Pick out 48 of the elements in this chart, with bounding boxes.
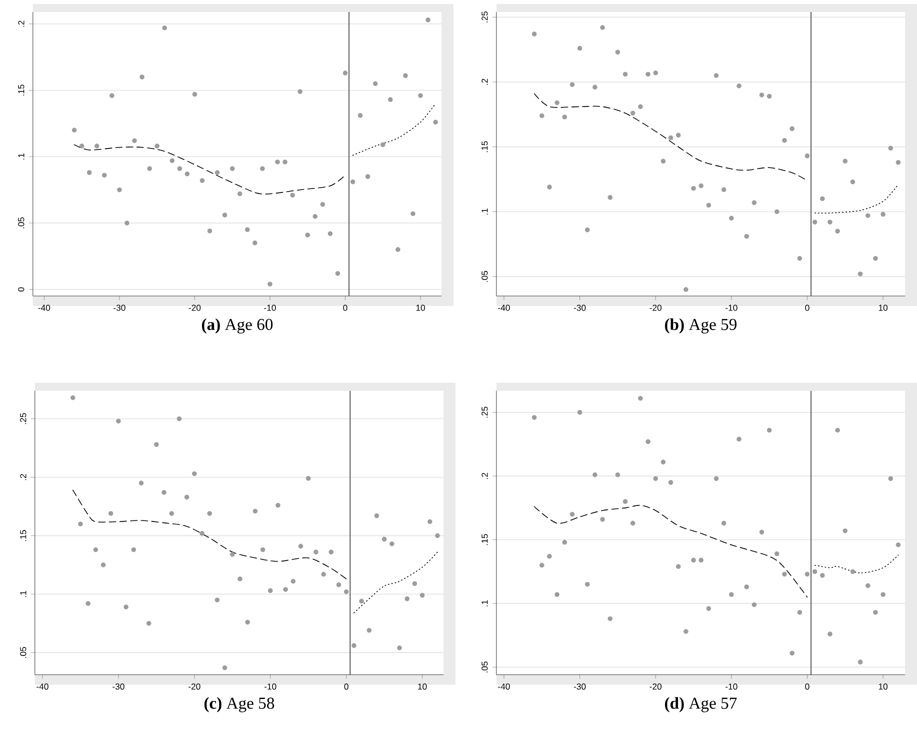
y-tick-label: .2 <box>18 20 24 27</box>
y-tick-label: .05 <box>482 271 488 282</box>
y-tick-label: .05 <box>482 662 488 673</box>
x-tick-label: 10 <box>878 304 888 312</box>
text: (b) Age 59 <box>664 318 736 334</box>
x-tick-label: -10 <box>264 304 276 312</box>
x-tick-label: -40 <box>498 684 510 690</box>
x-tick-label: 0 <box>343 304 348 312</box>
y-tick-label: .15 <box>18 84 24 96</box>
x-tick-label: -10 <box>264 684 276 690</box>
x-tick-label: 0 <box>344 684 348 690</box>
x-tick-label: 0 <box>805 304 810 312</box>
y-tick-label: .15 <box>482 534 488 546</box>
y-tick-label: .25 <box>20 413 26 424</box>
x-tick-label: -30 <box>574 304 586 312</box>
x-tick-label: -40 <box>36 684 48 690</box>
x-tick-label: -30 <box>114 304 126 312</box>
x-tick-label: -20 <box>188 684 200 690</box>
text: (a) Age 60 <box>202 318 273 334</box>
text: (c) Age 58 <box>204 697 274 712</box>
x-tick-label: -30 <box>112 684 124 690</box>
y-tick-label: .2 <box>482 473 488 480</box>
x-tick-label: -10 <box>726 304 738 312</box>
y-tick-label: .2 <box>482 79 488 86</box>
x-tick-label: -40 <box>498 304 510 312</box>
x-tick-label: -40 <box>38 304 50 312</box>
x-tick-label: -20 <box>188 304 201 312</box>
y-tick-label: .15 <box>482 141 488 152</box>
y-tick-label: .05 <box>18 218 24 228</box>
x-tick-label: -20 <box>650 684 662 690</box>
y-tick-label: .2 <box>20 474 26 480</box>
y-tick-label: .25 <box>482 406 488 418</box>
y-tick-label: 0 <box>18 288 24 292</box>
x-tick-label: -30 <box>574 684 586 690</box>
x-tick-label: 10 <box>416 304 425 312</box>
y-tick-label: .1 <box>482 208 488 215</box>
y-tick-label: .05 <box>20 647 26 658</box>
x-tick-label: 10 <box>418 684 427 690</box>
y-tick-label: .1 <box>482 600 488 606</box>
x-tick-label: -10 <box>726 684 738 690</box>
x-tick-label: 10 <box>878 684 888 690</box>
x-tick-label: 0 <box>805 684 810 690</box>
y-tick-label: .1 <box>20 591 26 598</box>
x-tick-label: -20 <box>650 304 662 312</box>
y-tick-label: .25 <box>482 12 488 23</box>
y-tick-label: .1 <box>18 154 24 160</box>
y-tick-label: .15 <box>20 530 26 542</box>
text: (d) Age 57 <box>664 697 737 712</box>
